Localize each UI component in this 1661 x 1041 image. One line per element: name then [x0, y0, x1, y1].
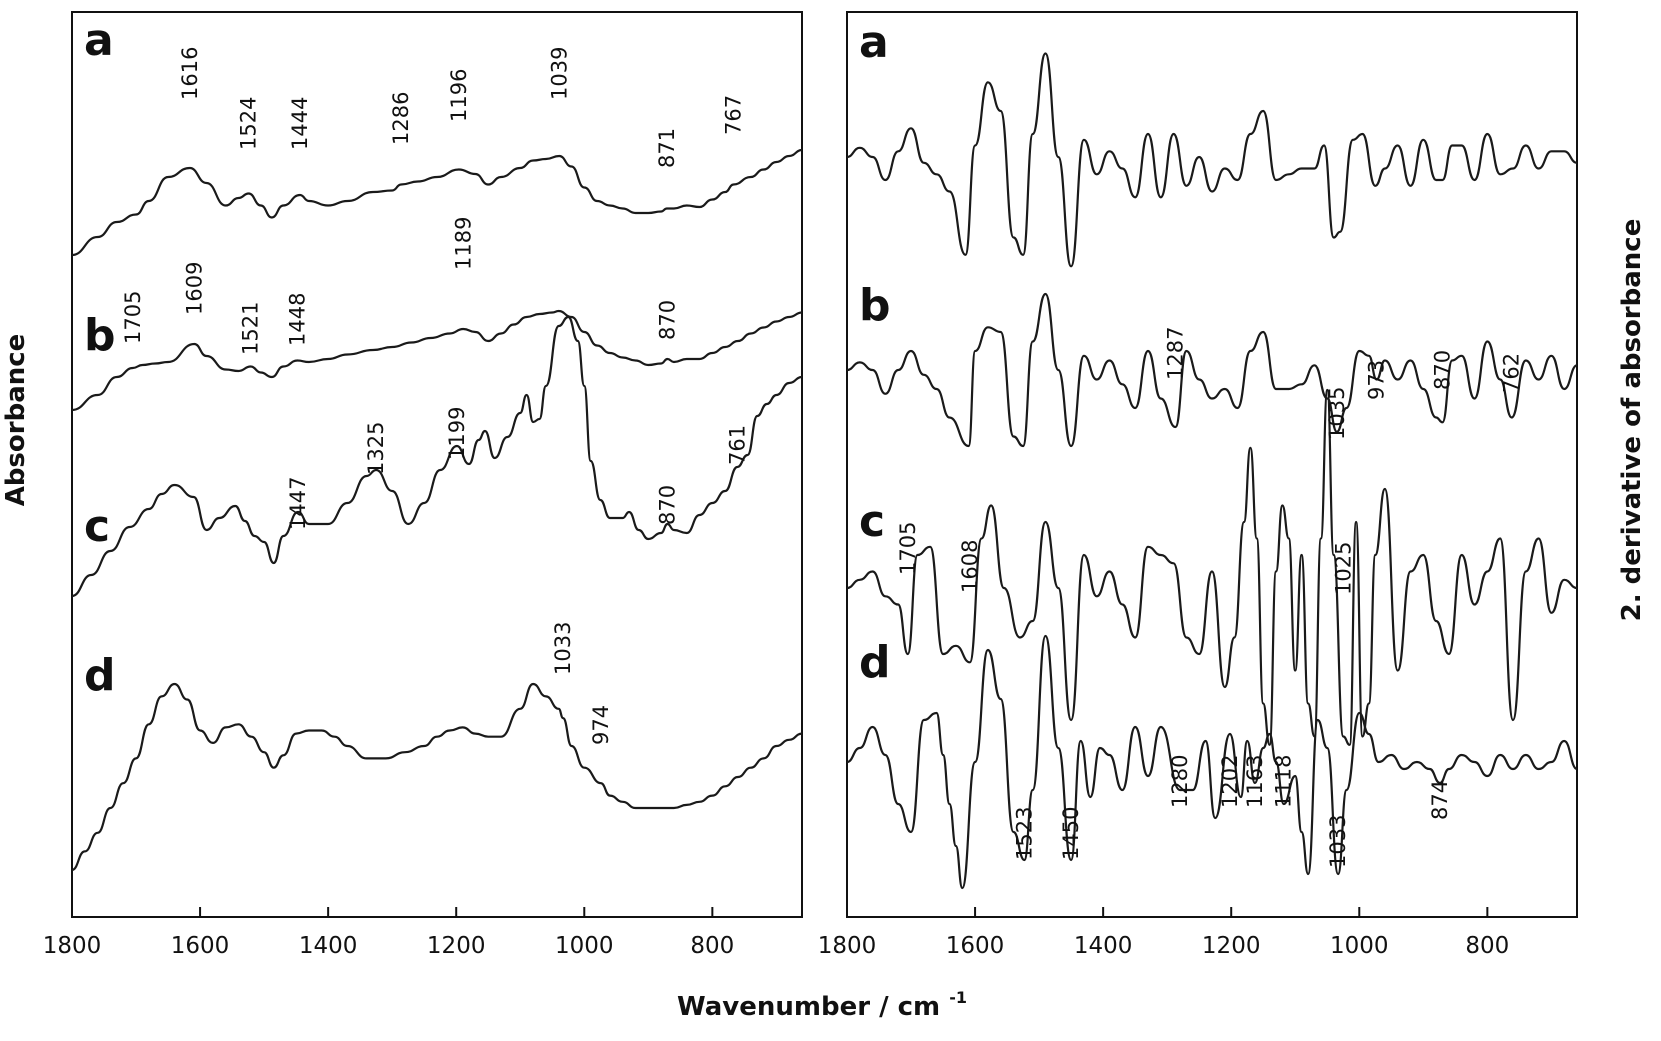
right-x-axis-ticks: 1800 1600 1400 1200 1000 800 — [818, 907, 1509, 959]
right-panel-letter-a: a — [859, 17, 889, 68]
left-peak-label-d-974: 974 — [589, 705, 613, 745]
right-panel-letter-b: b — [859, 280, 891, 331]
right-y-axis-label: 2. derivative of absorbance — [1617, 219, 1647, 622]
x-axis-label-superscript: -1 — [949, 988, 967, 1007]
right-peak-label-d-1202: 1202 — [1218, 755, 1242, 808]
left-spectra: a b c d — [71, 15, 803, 872]
left-spectrum-a — [71, 148, 803, 257]
left-peak-label-a-1444: 1444 — [288, 97, 312, 150]
left-peak-label-c-761: 761 — [725, 425, 749, 465]
right-peak-label-b-1287: 1287 — [1164, 327, 1188, 380]
right-peak-label-d-1450: 1450 — [1059, 807, 1083, 860]
left-plot-frame — [71, 11, 803, 918]
left-peak-label-c-870: 870 — [656, 485, 680, 525]
left-spectrum-d — [71, 682, 803, 872]
left-panel-letter-a: a — [84, 15, 114, 66]
left-peak-label-b-1521: 1521 — [239, 302, 263, 355]
right-spectrum-d — [846, 634, 1578, 890]
left-peak-label-a-1524: 1524 — [237, 97, 261, 150]
right-spectra: a b c d — [846, 17, 1578, 890]
left-x-tick-label-1400: 1400 — [299, 933, 358, 959]
left-peak-label-c-1325: 1325 — [364, 422, 388, 475]
right-peak-label-c-1025: 1025 — [1331, 542, 1355, 595]
left-peak-labels: 1616 1524 1444 1286 1196 1039 871 767 1705 1609 15… — [121, 47, 749, 745]
right-peak-label-d-1163: 1163 — [1243, 755, 1267, 808]
right-panel-second-derivative: 1800 1600 1400 1200 1000 800 a b c d 1287 1035 973… — [818, 11, 1578, 959]
right-peak-label-c-1705: 1705 — [896, 522, 920, 575]
left-panel-letter-d: d — [84, 650, 116, 701]
left-spectrum-b — [71, 309, 803, 412]
right-peak-label-d-1523: 1523 — [1012, 807, 1036, 860]
left-peak-label-a-767: 767 — [721, 95, 745, 135]
right-panel-letter-c: c — [859, 496, 885, 547]
left-panel-letter-b: b — [84, 310, 116, 361]
left-x-tick-label-1800: 1800 — [43, 933, 102, 959]
right-peak-label-d-1280: 1280 — [1168, 755, 1192, 808]
left-peak-label-c-1199: 1199 — [445, 407, 469, 460]
left-x-tick-label-800: 800 — [690, 933, 734, 959]
right-spectrum-c — [846, 388, 1578, 746]
left-peak-label-a-1286: 1286 — [389, 92, 413, 145]
left-peak-label-a-1616: 1616 — [178, 47, 202, 100]
left-x-axis-ticks: 1800 1600 1400 1200 1000 800 — [43, 907, 734, 959]
left-panel-letter-c: c — [84, 501, 110, 552]
x-axis-label-text: Wavenumber / cm — [677, 992, 940, 1022]
left-peak-label-b-870: 870 — [656, 300, 680, 340]
right-x-tick-label-1800: 1800 — [818, 933, 877, 959]
right-peak-label-b-973: 973 — [1365, 360, 1389, 400]
right-peak-label-d-874: 874 — [1428, 780, 1452, 820]
left-peak-label-b-1189: 1189 — [451, 217, 475, 270]
left-peak-label-c-1447: 1447 — [286, 477, 310, 530]
right-plot-frame — [846, 11, 1578, 918]
left-peak-label-b-1448: 1448 — [285, 293, 309, 346]
right-x-tick-label-800: 800 — [1465, 933, 1509, 959]
right-peak-label-b-1035: 1035 — [1325, 387, 1349, 440]
left-y-axis-label: Absorbance — [1, 334, 31, 507]
left-panel-absorbance: 1800 1600 1400 1200 1000 800 a b c d 1616 1524 144… — [43, 11, 803, 959]
left-spectrum-c — [71, 315, 803, 598]
left-peak-label-a-1196: 1196 — [447, 69, 471, 122]
right-x-tick-label-1200: 1200 — [1202, 933, 1261, 959]
right-peak-label-c-1608: 1608 — [958, 540, 982, 593]
left-peak-label-b-1705: 1705 — [121, 291, 145, 344]
left-x-tick-label-1000: 1000 — [555, 933, 614, 959]
right-peak-label-d-1118: 1118 — [1272, 755, 1296, 808]
right-peak-label-d-1033: 1033 — [1326, 815, 1350, 868]
right-spectrum-a — [846, 52, 1578, 268]
right-peak-label-b-762: 762 — [1500, 353, 1524, 393]
x-axis-label: Wavenumber / cm -1 — [677, 988, 967, 1022]
right-x-tick-label-1000: 1000 — [1330, 933, 1389, 959]
left-peak-label-b-1609: 1609 — [182, 262, 206, 315]
right-x-tick-label-1600: 1600 — [946, 933, 1005, 959]
right-x-tick-label-1400: 1400 — [1074, 933, 1133, 959]
right-peak-label-b-870: 870 — [1431, 350, 1455, 390]
left-x-tick-label-1600: 1600 — [171, 933, 230, 959]
left-peak-label-d-1033: 1033 — [551, 622, 575, 675]
left-x-tick-label-1200: 1200 — [427, 933, 486, 959]
left-peak-label-a-1039: 1039 — [547, 47, 571, 100]
right-spectrum-b — [846, 292, 1578, 448]
right-panel-letter-d: d — [859, 637, 891, 688]
left-peak-label-a-871: 871 — [655, 128, 679, 168]
right-peak-labels: 1287 1035 973 870 762 1705 1608 1025 1523 1450 128… — [896, 327, 1524, 868]
